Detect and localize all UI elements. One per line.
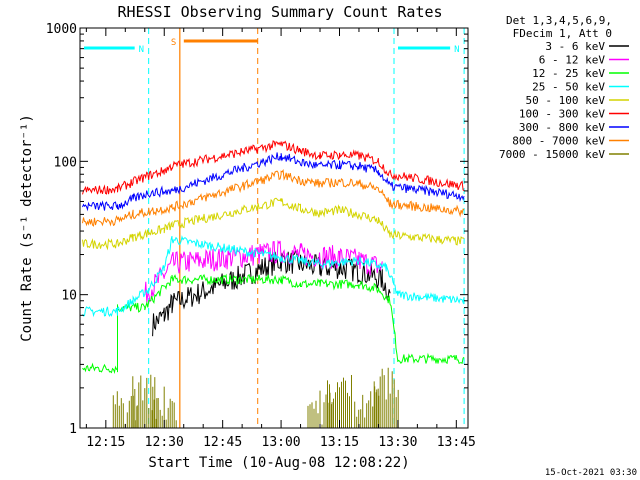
series-line bbox=[82, 197, 465, 251]
series-line bbox=[82, 140, 465, 195]
x-tick-label: 12:45 bbox=[203, 435, 242, 450]
series-line bbox=[82, 152, 465, 212]
y-tick-label: 1000 bbox=[46, 22, 77, 37]
x-tick-label: 12:30 bbox=[145, 435, 184, 450]
x-tick-label: 13:30 bbox=[378, 435, 417, 450]
x-tick-label: 13:00 bbox=[262, 435, 301, 450]
x-axis-label: Start Time (10-Aug-08 12:08:22) bbox=[148, 455, 409, 471]
legend-header: FDecim 1, Att 0 bbox=[513, 27, 612, 40]
y-axis: 1 10 100 1000 bbox=[46, 22, 468, 437]
series-line bbox=[112, 367, 399, 428]
chart-title: RHESSI Observing Summary Count Rates bbox=[117, 3, 442, 21]
legend-entry-label: 50 - 100 keV bbox=[526, 94, 606, 107]
x-tick-label: 12:15 bbox=[86, 435, 125, 450]
legend-entry-label: 12 - 25 keV bbox=[532, 67, 605, 80]
y-axis-label: Count Rate (s⁻¹ detector⁻¹) bbox=[19, 114, 35, 342]
y-tick-label: 10 bbox=[61, 289, 77, 304]
legend-entry-label: 7000 - 15000 keV bbox=[499, 148, 605, 161]
series-line bbox=[82, 169, 465, 227]
gap-label: N bbox=[139, 45, 144, 55]
gap-label: N bbox=[454, 45, 459, 55]
series-layer bbox=[82, 140, 465, 428]
y-tick-label: 1 bbox=[69, 422, 77, 437]
legend-entry-label: 800 - 7000 keV bbox=[512, 135, 605, 148]
x-tick-label: 13:45 bbox=[437, 435, 476, 450]
legend-entry-label: 100 - 300 keV bbox=[519, 108, 605, 121]
legend: Det 1,3,4,5,6,9,FDecim 1, Att 03 - 6 keV… bbox=[499, 14, 629, 161]
gap-label: S bbox=[171, 38, 176, 48]
series-line bbox=[82, 235, 465, 318]
x-axis: 12:15 12:30 12:45 13:00 13:15 13:30 13:45 bbox=[85, 28, 476, 450]
legend-entry-label: 300 - 800 keV bbox=[519, 121, 605, 134]
legend-entry-label: 6 - 12 keV bbox=[539, 54, 606, 67]
legend-entry-label: 3 - 6 keV bbox=[545, 40, 605, 53]
legend-entry-label: 25 - 50 keV bbox=[532, 81, 605, 94]
x-tick-label: 13:15 bbox=[320, 435, 359, 450]
timestamp: 15-Oct-2021 03:30 bbox=[545, 468, 637, 478]
y-tick-label: 100 bbox=[54, 155, 77, 170]
gap-markers: NSN bbox=[79, 28, 465, 428]
legend-header: Det 1,3,4,5,6,9, bbox=[506, 14, 612, 27]
plot-frame bbox=[79, 27, 469, 429]
series-line bbox=[82, 273, 465, 375]
